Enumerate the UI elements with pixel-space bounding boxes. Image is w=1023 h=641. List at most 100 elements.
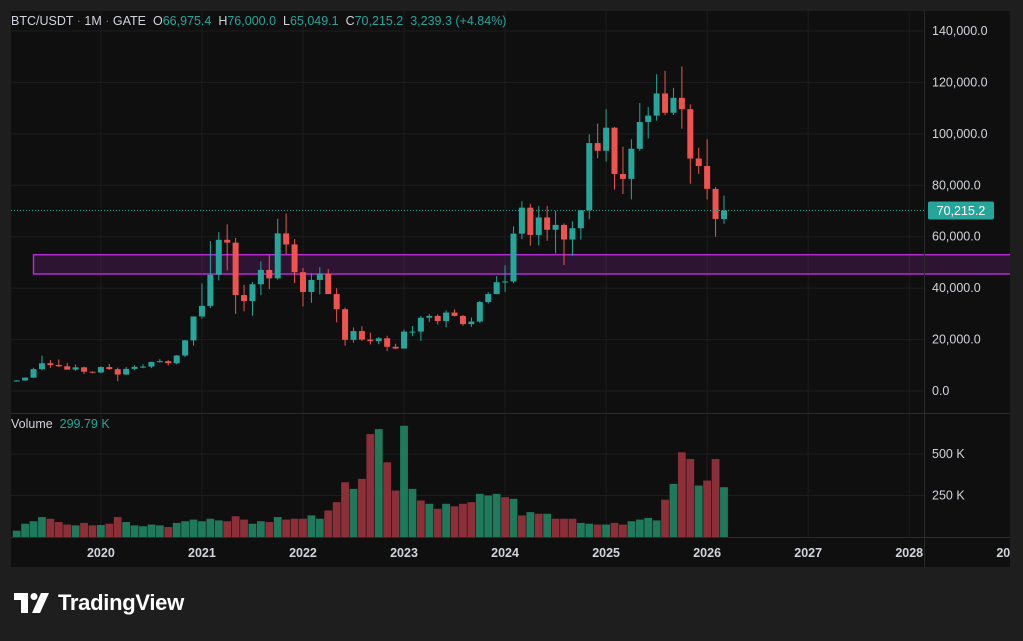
candle-body xyxy=(55,365,62,367)
volume-tick-label: 500 K xyxy=(932,447,965,461)
candle-body xyxy=(510,233,517,282)
volume-bar xyxy=(63,524,72,537)
volume-bar xyxy=(450,506,459,537)
close-label: C xyxy=(345,14,355,28)
candle-body xyxy=(123,368,130,375)
candle-body xyxy=(662,93,669,113)
candle-body xyxy=(241,295,248,301)
volume-bar xyxy=(113,517,122,537)
volume-bar xyxy=(307,515,316,537)
candle-body xyxy=(156,361,163,363)
volume-bar xyxy=(206,518,215,537)
volume-bar xyxy=(282,519,291,537)
volume-bar xyxy=(122,522,131,537)
candle-body xyxy=(653,93,660,116)
volume-bar xyxy=(139,526,147,537)
symbol-legend: BTC/USDT · 1M · GATE O66,975.4 H76,000.0… xyxy=(11,14,507,28)
chart-area[interactable]: 0.0 20,000.0 40,000.0 60,000.0 80,000.0 100,0… xyxy=(11,11,1010,567)
candle-body xyxy=(720,210,727,219)
volume-bar xyxy=(38,517,46,537)
time-tick-label: 2024 xyxy=(491,546,519,560)
volume-label: Volume xyxy=(11,417,53,431)
time-tick-label: 2027 xyxy=(794,546,822,560)
candle-body xyxy=(106,367,113,370)
volume-bar xyxy=(349,488,358,537)
volume-bar xyxy=(147,524,156,537)
volume-tick-label: 250 K xyxy=(932,489,965,503)
volume-bar xyxy=(501,497,509,537)
tradingview-logo[interactable]: TradingView xyxy=(14,590,184,616)
candle-body xyxy=(207,274,214,306)
volume-bar xyxy=(543,513,552,537)
price-tick-label: 140,000.0 xyxy=(932,24,988,38)
volume-bar xyxy=(408,488,417,537)
volume-bar xyxy=(492,493,501,537)
volume-bar xyxy=(518,515,526,537)
price-tick-label: 80,000.0 xyxy=(932,178,981,192)
candle-body xyxy=(325,274,332,295)
candle-body xyxy=(476,302,483,322)
volume-bar xyxy=(661,499,669,537)
volume-bar xyxy=(509,498,518,537)
volume-bar xyxy=(324,510,333,537)
candle-body xyxy=(97,367,104,373)
open-value: 66,975.4 xyxy=(162,14,212,28)
interval-label[interactable]: 1M xyxy=(84,14,102,28)
candle-body xyxy=(468,321,475,325)
price-tick-label: 0.0 xyxy=(932,384,949,398)
candle-body xyxy=(190,316,197,341)
tradingview-logo-icon xyxy=(14,593,49,613)
candle-body xyxy=(670,97,677,113)
candle-body xyxy=(148,361,155,367)
volume-bar xyxy=(644,517,653,537)
candle-body xyxy=(81,367,88,372)
open-label: O xyxy=(152,14,163,28)
candle-body xyxy=(417,317,424,332)
volume-bar xyxy=(576,522,585,537)
candle-body xyxy=(577,210,584,229)
candle-body xyxy=(392,346,399,349)
candle-body xyxy=(367,339,374,342)
change-value: 3,239.3 (+4.84%) xyxy=(410,14,507,28)
volume-bar xyxy=(21,523,30,537)
volume-bar xyxy=(231,516,240,537)
candle-body xyxy=(13,380,20,382)
high-value: 76,000.0 xyxy=(227,14,277,28)
time-tick-label: 2023 xyxy=(390,546,418,560)
price-tick-label: 120,000.0 xyxy=(932,75,988,89)
volume-bar xyxy=(720,487,728,537)
candle-body xyxy=(342,309,349,340)
price-tick-label: 100,000.0 xyxy=(932,127,988,141)
candle-body xyxy=(257,269,264,285)
volume-bar xyxy=(475,493,484,537)
volume-bar xyxy=(568,518,577,537)
volume-bar xyxy=(12,530,21,537)
candle-body xyxy=(603,127,610,151)
candle-body xyxy=(586,143,593,211)
candle-body xyxy=(316,274,323,280)
volume-bar xyxy=(383,462,392,537)
volume-bar xyxy=(29,521,38,537)
candle-body xyxy=(47,363,54,366)
volume-bar xyxy=(433,508,442,537)
volume-bar xyxy=(130,525,139,537)
volume-bar xyxy=(560,518,568,537)
candle-body xyxy=(628,148,635,179)
volume-bar xyxy=(71,525,80,537)
volume-bar xyxy=(602,524,610,537)
brand-name: TradingView xyxy=(58,590,184,615)
candle-body xyxy=(198,305,205,317)
candle-body xyxy=(249,284,256,301)
symbol-name[interactable]: BTC/USDT xyxy=(11,14,74,28)
candle-body xyxy=(409,331,416,333)
chart-canvas[interactable]: 0.0 20,000.0 40,000.0 60,000.0 80,000.0 100,0… xyxy=(11,11,1010,567)
candle-body xyxy=(291,244,298,273)
last-price-tag[interactable] xyxy=(928,201,994,220)
volume-bar xyxy=(181,521,189,537)
volume-bar xyxy=(265,522,274,537)
volume-bar xyxy=(366,434,375,537)
volume-bar xyxy=(610,522,619,537)
low-label: L xyxy=(282,14,290,28)
price-tick-label: 20,000.0 xyxy=(932,333,981,347)
candle-body xyxy=(704,166,711,189)
